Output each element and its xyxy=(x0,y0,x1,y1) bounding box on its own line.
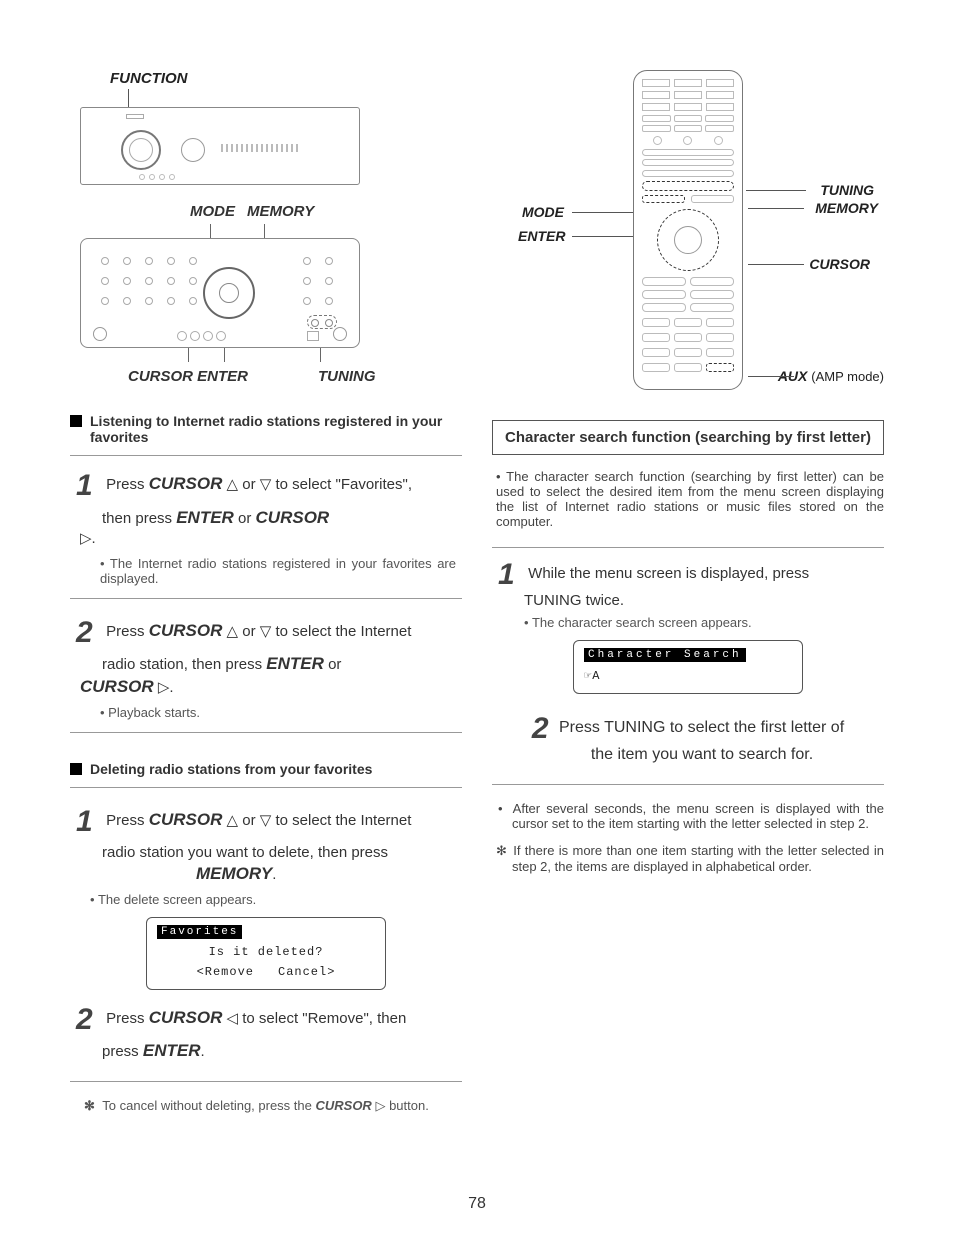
function-label: FUNCTION xyxy=(110,70,462,87)
cancel-note: ✻ To cancel without deleting, press the … xyxy=(84,1098,462,1114)
deleting-heading: Deleting radio stations from your favori… xyxy=(70,761,462,777)
delete-steps: 1 Press CURSOR △ or ▽ to select the Inte… xyxy=(70,787,462,1082)
square-bullet-icon xyxy=(70,415,82,427)
remote-diagram: MODE ENTER TUNING xyxy=(492,70,884,400)
tuning-step-2: 2 Press TUNING to select the first lette… xyxy=(498,712,878,764)
listen-step-2: 2 Press CURSOR △ or ▽ to select the Inte… xyxy=(70,603,462,733)
tuning-step-1: 1 While the menu screen is displayed, pr… xyxy=(492,547,884,785)
character-search-paragraph: The character search function (searching… xyxy=(496,469,884,529)
receiver-front-diagram xyxy=(80,107,360,185)
character-search-heading: Character search function (searching by … xyxy=(492,420,884,455)
page-number: 78 xyxy=(0,1195,954,1213)
cursor-enter-tuning-labels: CURSOR ENTER TUNING xyxy=(70,368,462,385)
tuning-notes: After several seconds, the menu screen i… xyxy=(512,801,884,874)
favorites-lcd: Favorites Is it deleted? <Remove Cancel> xyxy=(146,917,386,990)
character-search-lcd: Character Search ☞A xyxy=(573,640,803,694)
leader-line xyxy=(128,89,129,107)
listening-heading: Listening to Internet radio stations reg… xyxy=(70,413,462,445)
control-panel-diagram xyxy=(80,238,360,348)
listen-step-1: 1 Press CURSOR △ or ▽ to select "Favorit… xyxy=(70,455,462,599)
mode-memory-labels: MODE MEMORY xyxy=(70,203,462,220)
square-bullet-icon xyxy=(70,763,82,775)
